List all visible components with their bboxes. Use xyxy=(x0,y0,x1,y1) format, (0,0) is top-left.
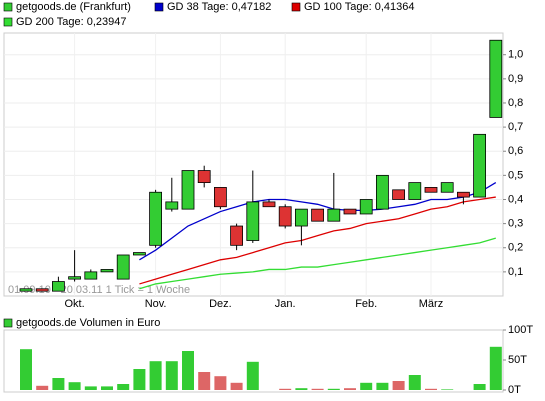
x-tick-label: Nov. xyxy=(145,298,167,310)
y-tick-label: 50T xyxy=(508,354,527,366)
legend-label: GD 38 Tage: 0,47182 xyxy=(167,1,271,13)
legend-swatch xyxy=(3,2,13,12)
candle-body xyxy=(132,252,146,256)
candle-body xyxy=(489,39,503,118)
y-tick-label: 0,9 xyxy=(508,73,523,85)
candle-body xyxy=(35,288,49,292)
candle-body xyxy=(116,254,130,280)
chart-title: getgoods.de Volumen in Euro xyxy=(16,317,160,329)
volume-bar xyxy=(441,389,454,390)
volume-bar xyxy=(133,369,146,390)
volume-bar xyxy=(295,388,308,390)
ma-line xyxy=(139,182,497,261)
y-tick-label: 0,5 xyxy=(508,169,523,181)
candle-body xyxy=(375,174,389,210)
volume-bar xyxy=(392,381,405,390)
candle-body xyxy=(246,201,260,241)
x-tick-label: Feb. xyxy=(355,298,377,310)
annotation: 01.09.10 - 20.03.11 1 Tick = 1 Woche xyxy=(8,284,190,296)
y-tick-label: 0,2 xyxy=(508,242,523,254)
candle-body xyxy=(19,288,33,292)
candle-body xyxy=(100,269,114,273)
price-frame xyxy=(3,32,504,297)
candle-body xyxy=(278,206,292,227)
legend-swatch xyxy=(154,2,164,12)
legend-swatch xyxy=(3,17,13,27)
x-tick-label: Jan. xyxy=(275,298,296,310)
y-tick-label: 0,8 xyxy=(508,97,523,109)
candle-body xyxy=(327,208,341,222)
volume-bar xyxy=(36,385,49,390)
y-tick-label: 0T xyxy=(508,384,521,396)
x-tick-label: März xyxy=(419,298,443,310)
ma-line xyxy=(139,237,496,290)
volume-bar xyxy=(344,388,356,390)
volume-bar xyxy=(408,375,421,390)
candle-body xyxy=(456,191,470,198)
volume-bar xyxy=(68,382,81,390)
candle-body xyxy=(440,182,454,193)
y-tick-label: 0,4 xyxy=(508,193,523,205)
x-tick-label: Dez. xyxy=(209,298,232,310)
legend-label: getgoods.de (Frankfurt) xyxy=(16,1,131,13)
legend-swatch xyxy=(291,2,301,12)
volume-bar xyxy=(360,382,373,390)
candle-body xyxy=(68,276,81,280)
y-tick-label: 0,3 xyxy=(508,218,523,230)
candle-body xyxy=(311,208,325,222)
candle-body xyxy=(213,187,227,208)
candle-body xyxy=(181,170,195,210)
volume-bar xyxy=(327,388,340,390)
volume-bar xyxy=(165,361,178,390)
candle-body xyxy=(230,225,244,246)
y-tick-label: 0,1 xyxy=(508,266,523,278)
volume-bar xyxy=(311,388,324,390)
candle-body xyxy=(473,133,487,198)
volume-bar xyxy=(489,346,502,390)
volume-bar xyxy=(20,349,32,390)
x-tick-label: Okt. xyxy=(65,298,85,310)
candle-body xyxy=(392,189,406,200)
candle-body xyxy=(424,187,438,193)
legend-swatch xyxy=(3,318,13,328)
volume-bar xyxy=(198,372,211,390)
candle-body xyxy=(52,281,65,292)
candle-body xyxy=(84,271,98,280)
volume-bar xyxy=(101,386,113,390)
y-tick-label: 0,7 xyxy=(508,121,523,133)
volume-bar xyxy=(182,351,194,390)
legend-label: GD 100 Tage: 0,41364 xyxy=(304,1,415,13)
candle-body xyxy=(408,182,422,200)
volume-bar xyxy=(246,361,259,390)
volume-bar xyxy=(425,388,437,390)
candle-body xyxy=(343,208,357,215)
volume-bar xyxy=(279,388,292,390)
candle-body xyxy=(359,199,373,215)
volume-bar xyxy=(149,361,162,390)
volume-bar xyxy=(230,382,243,390)
candle-body xyxy=(149,191,163,246)
volume-bar xyxy=(84,386,97,390)
legend-label: GD 200 Tage: 0,23947 xyxy=(16,16,127,28)
y-tick-label: 1,0 xyxy=(508,49,523,61)
volume-bar xyxy=(473,384,486,390)
volume-bar xyxy=(117,384,130,390)
candle-body xyxy=(262,201,276,208)
candle-body xyxy=(197,170,211,183)
y-tick-label: 0,6 xyxy=(508,145,523,157)
candle-body xyxy=(294,208,308,227)
y-tick-label: 100T xyxy=(508,324,533,336)
volume-bar xyxy=(52,378,65,390)
volume-bar xyxy=(214,376,227,390)
ma-line xyxy=(139,196,496,285)
volume-bar xyxy=(376,382,389,390)
candle-body xyxy=(165,201,179,210)
